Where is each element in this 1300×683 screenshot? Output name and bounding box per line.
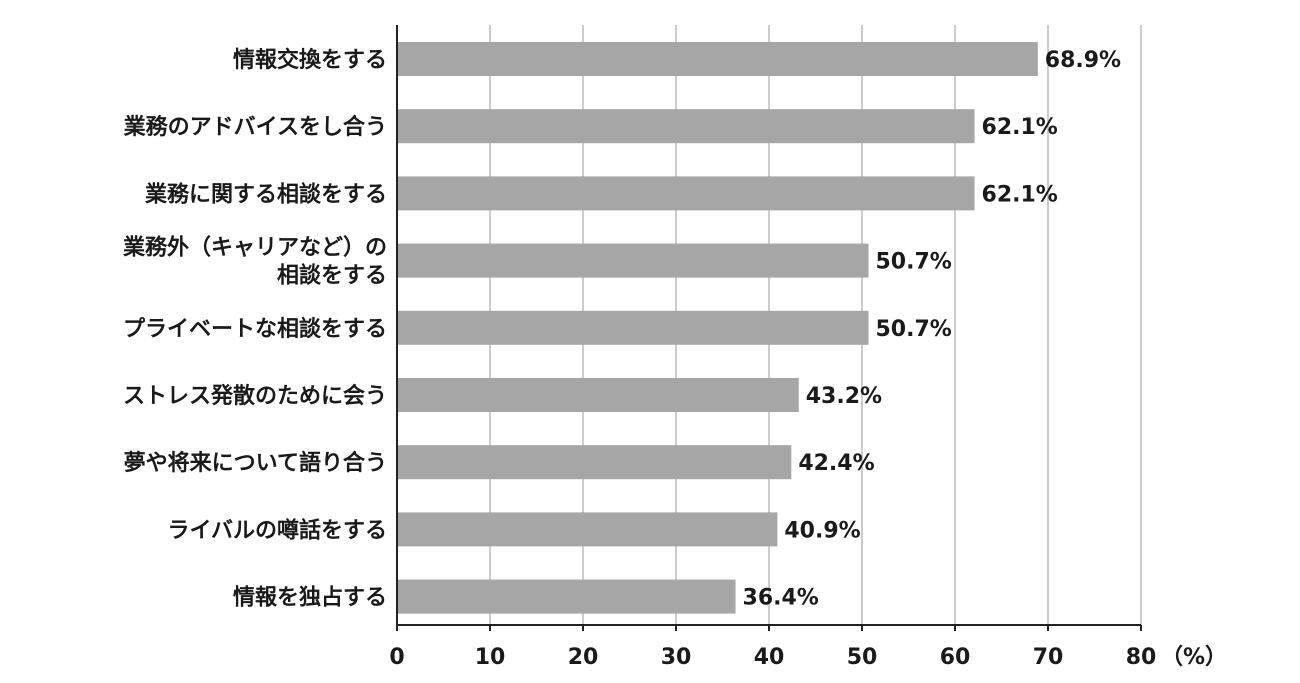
category-label: プライベートな相談をする <box>123 316 387 342</box>
data-label: 40.9% <box>784 518 860 543</box>
x-tick-label: 60 <box>940 645 971 670</box>
category-label: 相談をする <box>277 263 387 289</box>
category-label: 業務に関する相談をする <box>145 181 387 207</box>
data-label: 62.1% <box>982 182 1058 207</box>
unit-label: （%） <box>1161 645 1227 670</box>
bar <box>397 176 975 211</box>
category-label: ライバルの噂話をする <box>167 517 387 543</box>
x-tick-label: 70 <box>1033 645 1064 670</box>
bar <box>397 378 799 412</box>
x-tick-label: 40 <box>754 645 785 670</box>
bar <box>397 243 869 278</box>
category-label: 情報交換をする <box>233 47 387 73</box>
data-label: 43.2% <box>806 384 882 409</box>
data-label: 36.4% <box>743 586 819 611</box>
bar <box>397 512 778 547</box>
x-tick-label: 10 <box>475 645 506 670</box>
x-tick-label: 80 <box>1126 645 1157 670</box>
data-label: 68.9% <box>1045 48 1121 73</box>
category-label: 情報を独占する <box>233 585 387 611</box>
x-tick-label: 20 <box>568 645 599 670</box>
category-label: ストレス発散のために会う <box>123 383 387 409</box>
data-label: 50.7% <box>876 317 952 342</box>
category-label: 業務外（キャリアなど）の <box>123 235 387 261</box>
x-tick-label: 50 <box>847 645 878 670</box>
data-label: 62.1% <box>982 115 1058 140</box>
bar <box>397 310 869 345</box>
data-label: 42.4% <box>798 451 874 476</box>
category-label: 夢や将来について語り合う <box>124 450 387 476</box>
data-label: 50.7% <box>876 250 952 275</box>
bar <box>397 42 1038 76</box>
x-tick-label: 0 <box>389 645 404 670</box>
bar <box>397 109 975 144</box>
bar <box>397 579 736 614</box>
x-tick-label: 30 <box>661 645 692 670</box>
category-label: 業務のアドバイスをし合う <box>124 114 387 140</box>
bar <box>397 445 792 480</box>
